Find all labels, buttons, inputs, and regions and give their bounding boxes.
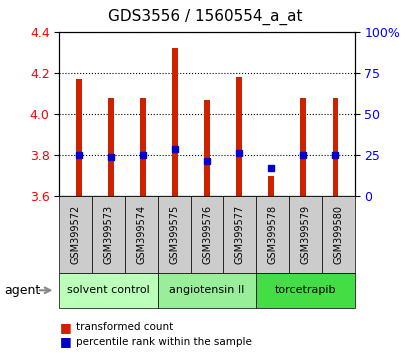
Bar <box>76 79 81 196</box>
Text: torcetrapib: torcetrapib <box>274 285 335 295</box>
Text: angiotensin II: angiotensin II <box>169 285 244 295</box>
Bar <box>300 98 306 196</box>
Text: percentile rank within the sample: percentile rank within the sample <box>76 337 251 347</box>
Text: solvent control: solvent control <box>67 285 150 295</box>
Text: GSM399573: GSM399573 <box>103 205 113 264</box>
Text: GDS3556 / 1560554_a_at: GDS3556 / 1560554_a_at <box>108 9 301 25</box>
Text: GSM399580: GSM399580 <box>333 205 342 264</box>
Text: transformed count: transformed count <box>76 322 173 332</box>
Text: ■: ■ <box>59 321 71 334</box>
Bar <box>267 176 274 196</box>
Text: GSM399577: GSM399577 <box>234 205 244 264</box>
Text: GSM399576: GSM399576 <box>202 205 211 264</box>
Text: GSM399575: GSM399575 <box>169 205 179 264</box>
Bar <box>172 48 178 196</box>
Bar <box>204 100 209 196</box>
Text: ■: ■ <box>59 335 71 348</box>
Text: agent: agent <box>4 284 40 297</box>
Bar <box>332 98 337 196</box>
Bar <box>108 98 113 196</box>
Text: GSM399574: GSM399574 <box>136 205 146 264</box>
Text: GSM399578: GSM399578 <box>267 205 277 264</box>
Text: GSM399572: GSM399572 <box>71 205 81 264</box>
Text: GSM399579: GSM399579 <box>300 205 310 264</box>
Bar <box>139 98 146 196</box>
Bar <box>236 77 241 196</box>
